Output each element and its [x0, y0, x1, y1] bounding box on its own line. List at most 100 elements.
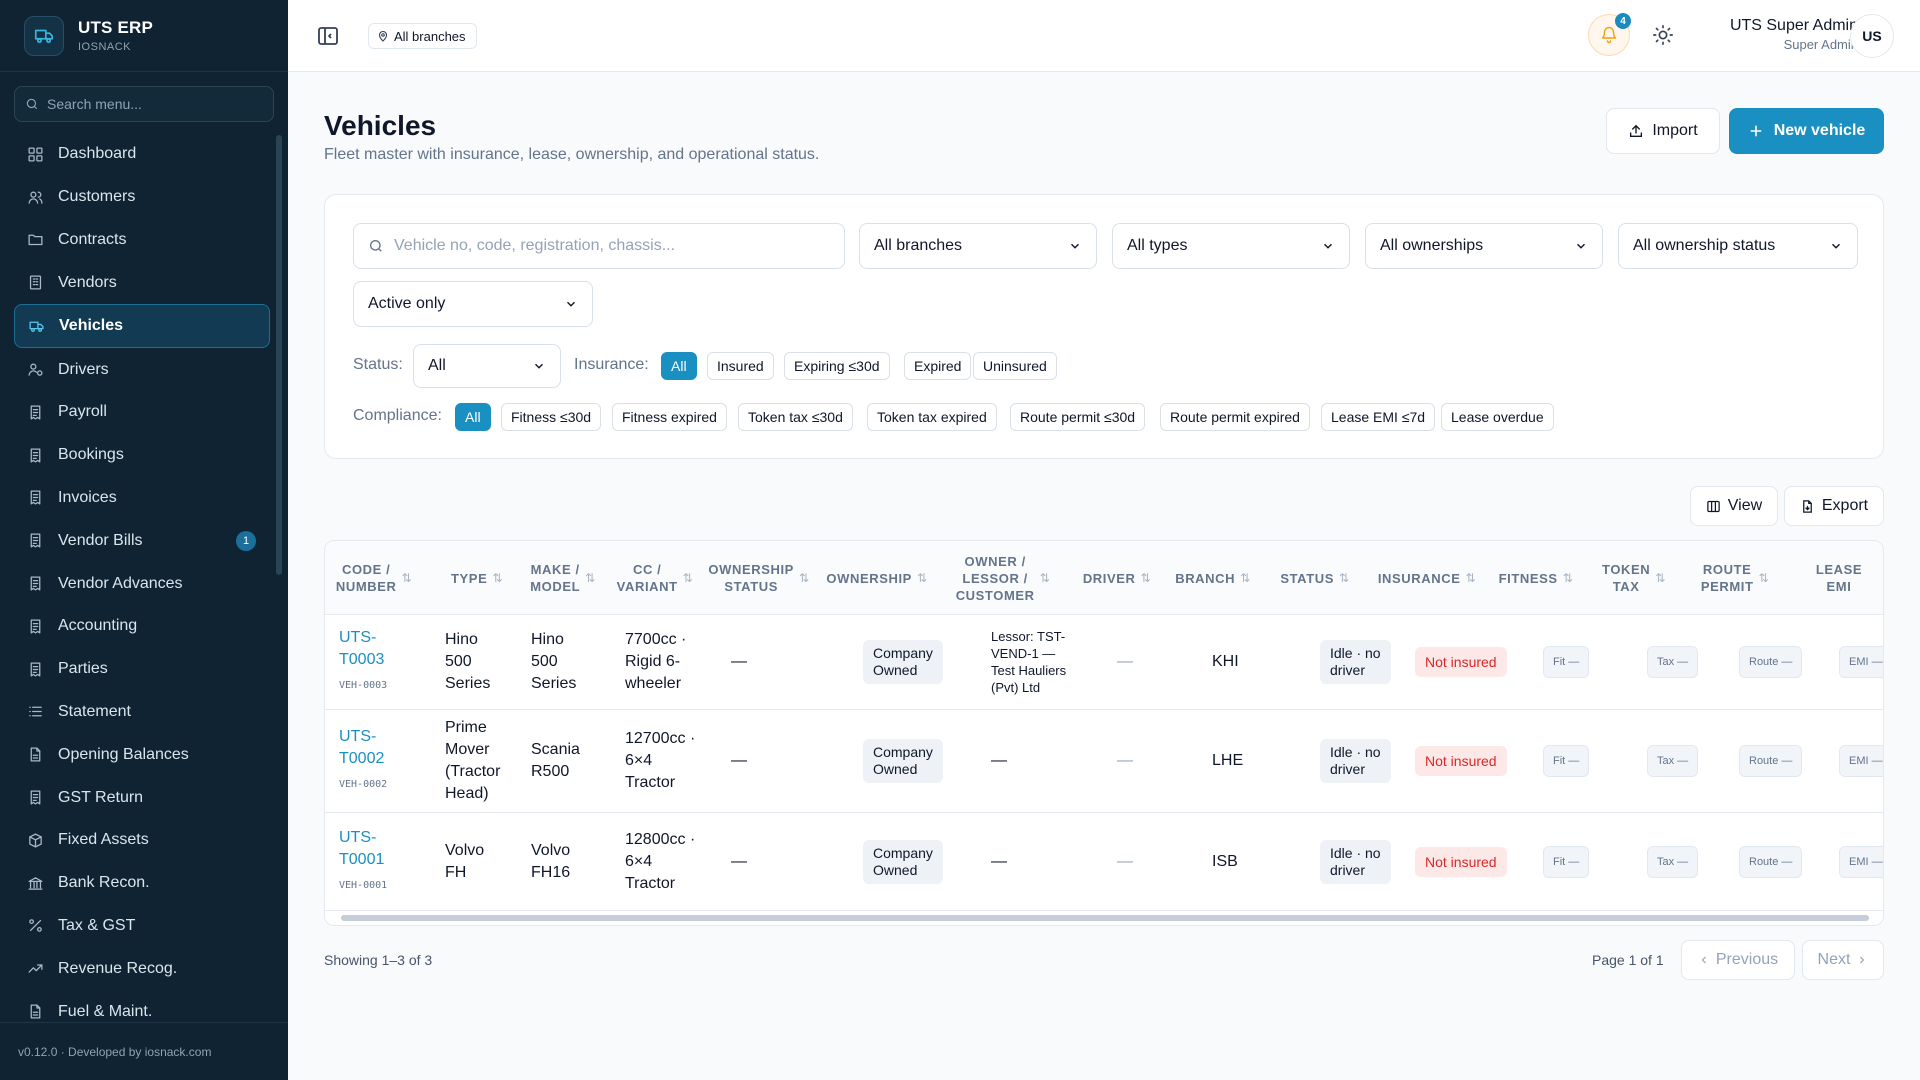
compliance-pill-7[interactable]: Lease EMI ≤7d — [1321, 403, 1436, 431]
sort-icon[interactable]: ⇅ — [492, 570, 503, 585]
compliance-pill-8[interactable]: Lease overdue — [1441, 403, 1554, 431]
insurance-pill-3[interactable]: Expired — [904, 352, 972, 380]
ownership-status-value: — — [731, 653, 747, 670]
compliance-pill-0[interactable]: All — [455, 403, 491, 431]
previous-page-button[interactable]: Previous — [1681, 940, 1795, 980]
vehicle-code-link[interactable]: UTS- — [339, 629, 377, 646]
sort-icon[interactable]: ⇅ — [401, 570, 413, 585]
notifications-button[interactable]: 4 — [1588, 13, 1631, 56]
sidebar-search-input[interactable]: Search menu... — [14, 86, 274, 122]
sidebar-item-vehicles[interactable]: Vehicles — [14, 304, 270, 349]
compliance-pill-1[interactable]: Fitness ≤30d — [501, 403, 602, 431]
column-header[interactable]: CODE / NUMBER ⇅ — [331, 541, 417, 615]
insurance-pill-4[interactable]: Uninsured — [973, 352, 1057, 380]
column-header[interactable]: ROUTE PERMIT ⇅ — [1683, 541, 1787, 615]
column-header[interactable]: OWNERSHIP STATUS ⇅ — [705, 541, 813, 615]
sidebar-item-contracts[interactable]: Contracts — [14, 219, 270, 262]
next-page-button[interactable]: Next — [1802, 940, 1884, 980]
view-columns-button[interactable]: View — [1690, 486, 1778, 526]
insurance-pill-2[interactable]: Expiring ≤30d — [784, 352, 890, 380]
ownership-select[interactable]: All ownerships — [1365, 223, 1603, 269]
sort-icon[interactable]: ⇅ — [1240, 570, 1251, 585]
table-horizontal-scrollbar[interactable] — [341, 915, 1869, 921]
sidebar-item-bookings[interactable]: Bookings — [14, 434, 270, 477]
type-select[interactable]: All types — [1112, 223, 1350, 269]
vehicle-code-link[interactable]: UTS- — [339, 828, 377, 846]
sort-icon[interactable]: ⇅ — [585, 570, 596, 585]
sidebar-scrollbar[interactable] — [276, 135, 282, 575]
sort-icon[interactable]: ⇅ — [798, 570, 810, 585]
sort-icon[interactable]: ⇅ — [682, 570, 694, 585]
sort-icon[interactable]: ⇅ — [1339, 570, 1350, 585]
vehicle-code-link[interactable]: T0003 — [339, 651, 385, 668]
vehicle-code-link[interactable]: T0001 — [339, 850, 385, 868]
sort-icon[interactable]: ⇅ — [1758, 570, 1770, 585]
ownership-status-select[interactable]: All ownership status — [1618, 223, 1858, 269]
compliance-pill-6[interactable]: Route permit expired — [1160, 403, 1310, 431]
compliance-pill-2[interactable]: Fitness expired — [612, 403, 727, 431]
columns-icon — [1706, 499, 1728, 514]
sidebar-item-label: GST Return — [58, 788, 144, 806]
insurance-pill-1[interactable]: Insured — [707, 352, 774, 380]
document-icon — [26, 746, 44, 764]
import-button[interactable]: Import — [1606, 108, 1720, 154]
sidebar-item-dashboard[interactable]: Dashboard — [14, 133, 270, 176]
vehicle-code-link[interactable]: UTS- — [339, 728, 377, 745]
column-header[interactable]: STATUS ⇅ — [1267, 541, 1363, 615]
branch-select[interactable]: All branches — [859, 223, 1097, 269]
vehicle-search-input[interactable]: Vehicle no, code, registration, chassis.… — [353, 223, 845, 269]
column-header[interactable]: DRIVER ⇅ — [1075, 541, 1159, 615]
column-header[interactable]: FITNESS ⇅ — [1491, 541, 1581, 615]
compliance-pill-5[interactable]: Route permit ≤30d — [1010, 403, 1146, 431]
column-header[interactable]: BRANCH ⇅ — [1163, 541, 1263, 615]
new-vehicle-button[interactable]: New vehicle — [1729, 108, 1884, 154]
sort-icon[interactable]: ⇅ — [1039, 570, 1051, 585]
column-header[interactable]: MAKE / MODEL ⇅ — [519, 541, 607, 615]
sidebar-item-revenue-recog[interactable]: Revenue Recog. — [14, 947, 270, 990]
sidebar-item-vendor-bills[interactable]: Vendor Bills 1 — [14, 519, 270, 562]
column-header[interactable]: TOKEN TAX ⇅ — [1585, 541, 1683, 615]
avatar[interactable]: US — [1850, 14, 1894, 58]
table-row[interactable]: UTS- T0002 VEH-0002 Prime Mover (Tractor Head)… — [325, 710, 1883, 813]
column-header[interactable]: TYPE ⇅ — [439, 541, 515, 615]
column-header[interactable]: INSURANCE ⇅ — [1367, 541, 1487, 615]
sidebar-item-invoices[interactable]: Invoices — [14, 477, 270, 520]
active-select[interactable]: Active only — [353, 281, 593, 327]
sidebar-item-fuel-maint[interactable]: Fuel & Maint. — [14, 990, 270, 1023]
table-row[interactable]: UTS- T0001 VEH-0001 Volvo FH Volvo FH16 12800cc… — [325, 813, 1883, 911]
vehicle-code-link[interactable]: T0002 — [339, 750, 385, 767]
sidebar-item-statement[interactable]: Statement — [14, 691, 270, 734]
sidebar-item-opening-balances[interactable]: Opening Balances — [14, 733, 270, 776]
sort-icon[interactable]: ⇅ — [1655, 570, 1666, 585]
sort-icon[interactable]: ⇅ — [1140, 570, 1152, 585]
sidebar-item-accounting[interactable]: Accounting — [14, 605, 270, 648]
sidebar-item-tax-gst[interactable]: Tax & GST — [14, 905, 270, 948]
sort-icon[interactable]: ⇅ — [916, 570, 928, 585]
branch-chip[interactable]: All branches — [368, 23, 477, 49]
column-header[interactable]: OWNERSHIP ⇅ — [819, 541, 935, 615]
export-button[interactable]: Export — [1784, 486, 1884, 526]
sidebar-item-fixed-assets[interactable]: Fixed Assets — [14, 819, 270, 862]
sidebar-item-customers[interactable]: Customers — [14, 176, 270, 219]
sidebar-item-parties[interactable]: Parties — [14, 648, 270, 691]
sidebar-item-drivers[interactable]: Drivers — [14, 348, 270, 391]
sort-icon[interactable]: ⇅ — [1562, 570, 1574, 585]
table-row[interactable]: UTS- T0003 VEH-0003 Hino 500 Series Hino 500 Ser… — [325, 615, 1883, 710]
theme-toggle-sun-icon[interactable] — [1652, 24, 1676, 48]
sidebar-item-bank-recon[interactable]: Bank Recon. — [14, 862, 270, 905]
sidebar-item-payroll[interactable]: Payroll — [14, 391, 270, 434]
sidebar-item-vendors[interactable]: Vendors — [14, 261, 270, 304]
sidebar-item-vendor-advances[interactable]: Vendor Advances — [14, 562, 270, 605]
compliance-pill-4[interactable]: Token tax expired — [867, 403, 997, 431]
column-header[interactable]: LEASE EMI — [1789, 541, 1883, 615]
column-header[interactable]: OWNER / LESSOR / CUSTOMER ⇅ — [939, 541, 1067, 615]
sidebar-toggle-icon[interactable] — [316, 24, 340, 48]
user-info[interactable]: UTS Super Admin Super Admin — [1698, 17, 1858, 52]
cell-line: Tractor — [625, 874, 676, 892]
column-header[interactable]: CC / VARIANT ⇅ — [609, 541, 701, 615]
insurance-pill-0[interactable]: All — [661, 352, 697, 380]
status-select[interactable]: All — [413, 344, 561, 388]
sort-icon[interactable]: ⇅ — [1465, 570, 1477, 585]
compliance-pill-3[interactable]: Token tax ≤30d — [738, 403, 853, 431]
sidebar-item-gst-return[interactable]: GST Return — [14, 776, 270, 819]
